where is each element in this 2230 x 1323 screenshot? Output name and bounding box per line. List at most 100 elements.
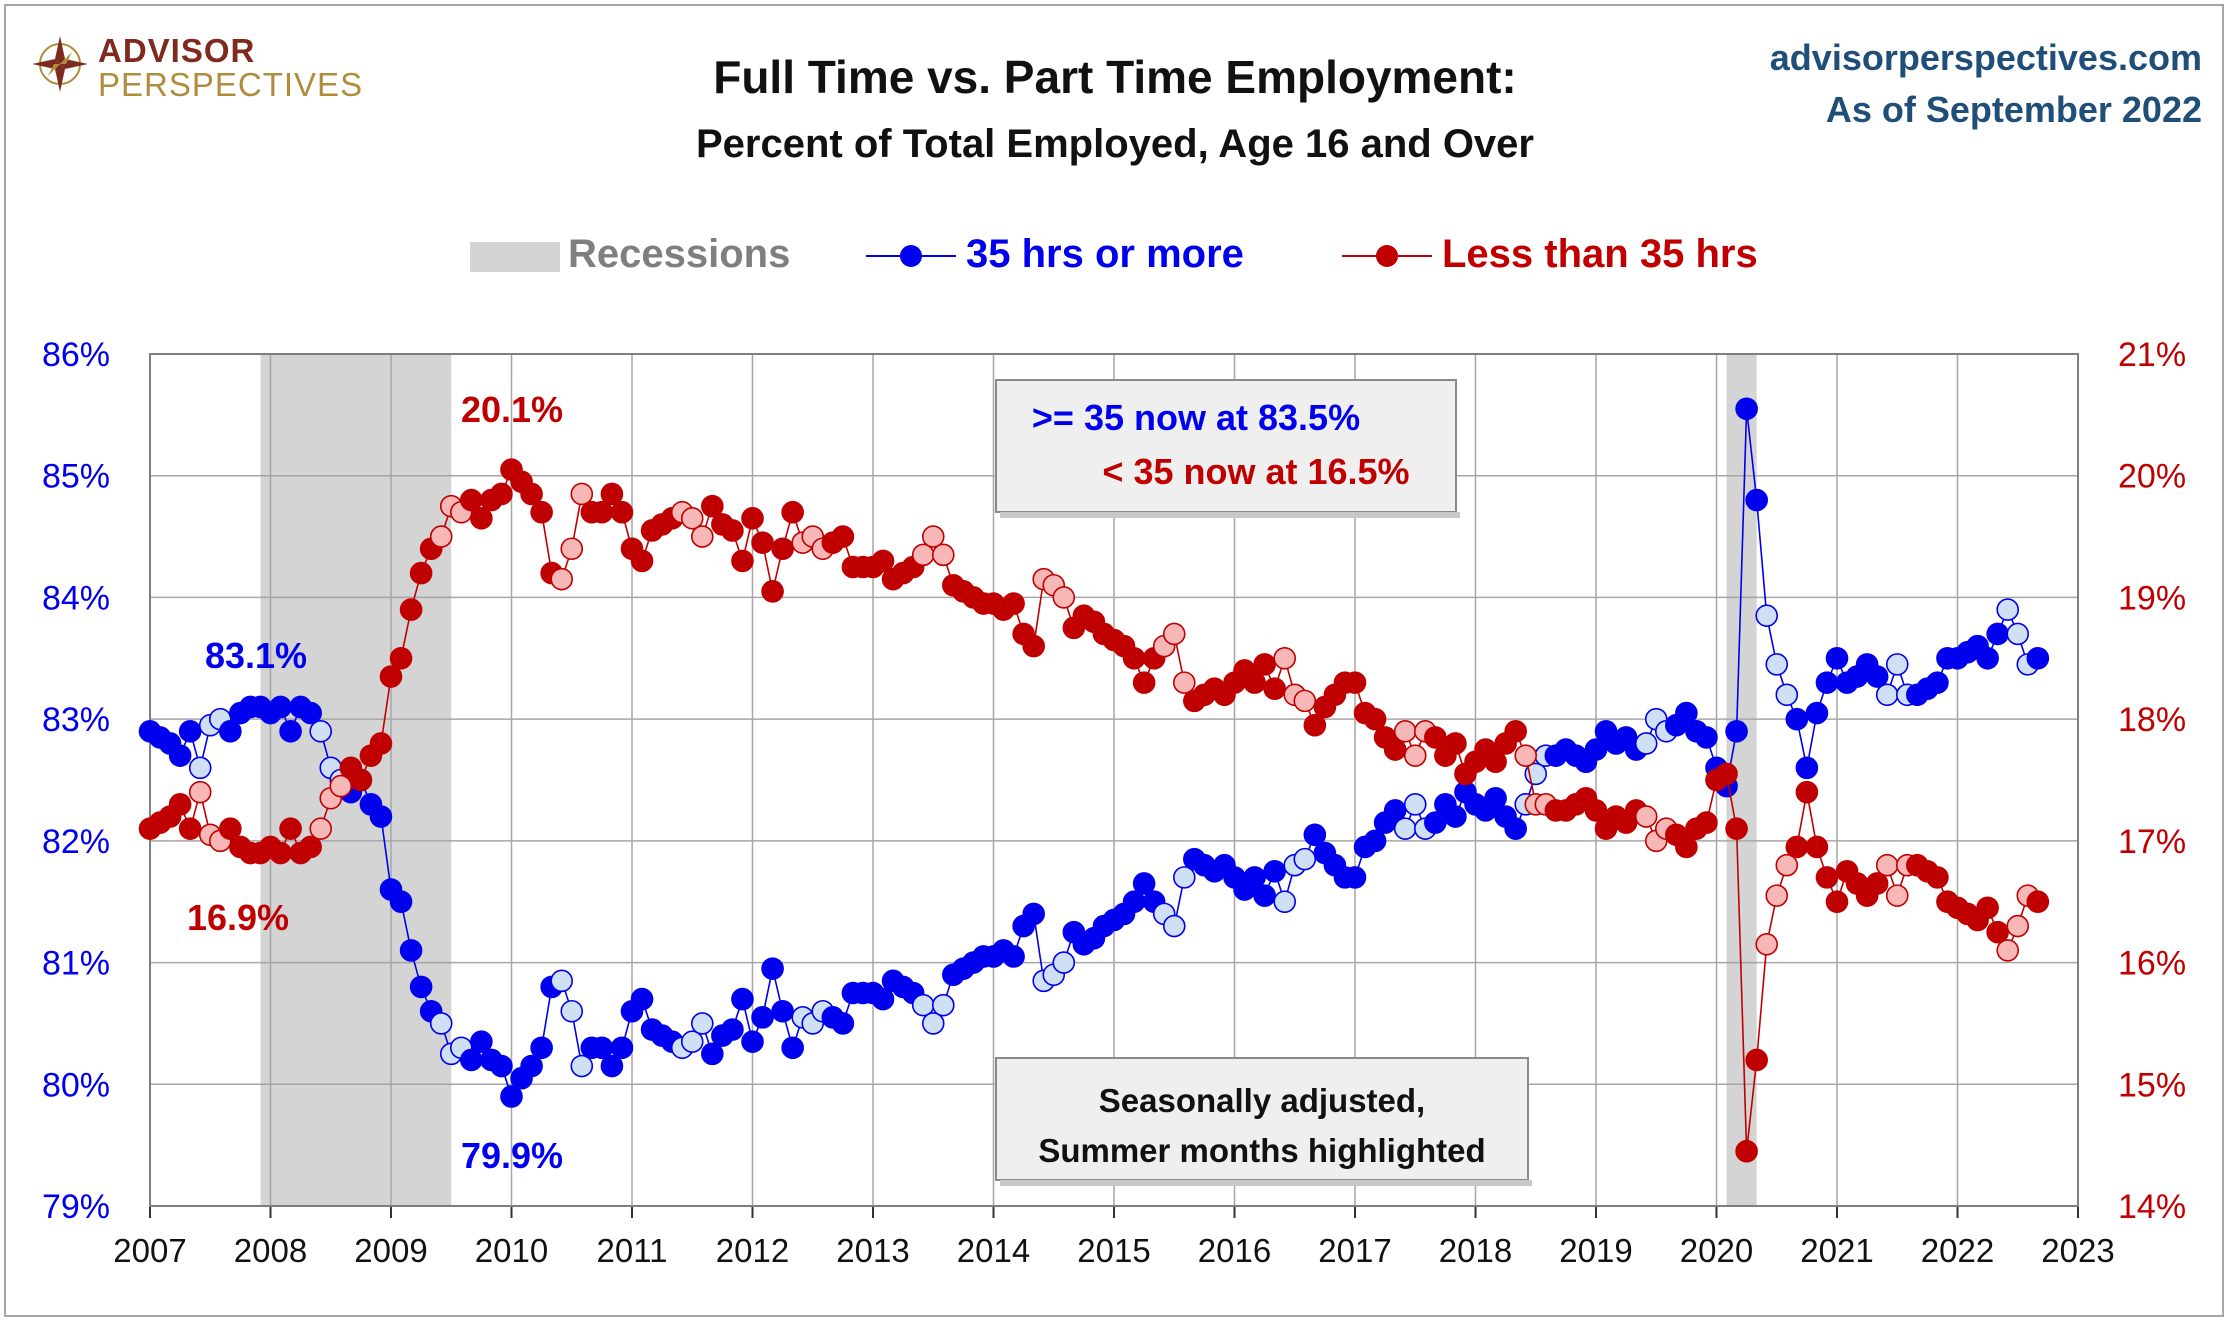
legend-full-time-label: 35 hrs or more bbox=[966, 232, 1244, 276]
full-time-point bbox=[409, 975, 433, 999]
logo-text-bottom: PERSPECTIVES bbox=[98, 66, 364, 103]
x-tick-label: 2009 bbox=[354, 1232, 427, 1269]
part-time-point bbox=[1122, 646, 1146, 670]
part-time-point bbox=[1765, 884, 1789, 907]
part-time-point bbox=[1825, 890, 1849, 914]
part-time-point bbox=[701, 494, 724, 518]
x-tick-label: 2018 bbox=[1439, 1232, 1512, 1269]
part-time-point bbox=[871, 549, 895, 573]
x-tick-label: 2008 bbox=[234, 1232, 307, 1269]
part-time-point bbox=[1243, 671, 1266, 694]
x-tick-label: 2014 bbox=[957, 1232, 1030, 1269]
part-time-point bbox=[1775, 853, 1799, 877]
full-time-point bbox=[369, 805, 393, 828]
part-time-point bbox=[2026, 890, 2050, 914]
full-time-point bbox=[530, 1036, 553, 1060]
full-time-point bbox=[1424, 811, 1447, 834]
annotation-full-time-now: >= 35 now at 83.5% bbox=[1032, 397, 1360, 438]
y-right-tick-label: 20% bbox=[2118, 458, 2186, 496]
part-time-point bbox=[1273, 646, 1297, 670]
part-time-point bbox=[178, 817, 202, 840]
part-time-point bbox=[1403, 744, 1427, 767]
full-time-point bbox=[701, 1042, 724, 1066]
part-time-point bbox=[1514, 744, 1538, 767]
part-time-point bbox=[741, 507, 764, 530]
part-time-point bbox=[1725, 817, 1748, 840]
y-left-tick-label: 79% bbox=[42, 1188, 110, 1226]
part-time-point bbox=[1444, 732, 1467, 755]
y-right-tick-label: 17% bbox=[2118, 823, 2186, 861]
full-time-point bbox=[1976, 646, 1999, 670]
part-time-point bbox=[1634, 805, 1658, 828]
full-time-point bbox=[1775, 683, 1799, 707]
full-time-point bbox=[680, 1030, 704, 1053]
full-time-point bbox=[600, 1054, 624, 1078]
full-time-point bbox=[1865, 665, 1889, 688]
full-time-point bbox=[1263, 859, 1286, 883]
full-time-point bbox=[761, 957, 784, 980]
part-time-point bbox=[1815, 866, 1839, 889]
part-time-point bbox=[560, 537, 584, 561]
full-time-point bbox=[1584, 738, 1608, 761]
part-time-point bbox=[781, 500, 804, 524]
full-time-point bbox=[500, 1085, 523, 1108]
part-time-point bbox=[168, 793, 192, 816]
part-time-point bbox=[1363, 707, 1387, 731]
part-time-point bbox=[490, 482, 513, 506]
full-time-point bbox=[1725, 720, 1748, 743]
part-time-point bbox=[1976, 896, 1999, 920]
legend-recessions-label: Recessions bbox=[568, 232, 791, 276]
logo-text-top: ADVISOR bbox=[98, 32, 256, 69]
part-time-point bbox=[731, 549, 754, 573]
x-tick-label: 2020 bbox=[1680, 1232, 1753, 1269]
full-time-point bbox=[1695, 726, 1718, 749]
full-time-point bbox=[741, 1030, 764, 1053]
annotation-part-time-now: < 35 now at 16.5% bbox=[1102, 451, 1409, 492]
full-time-point bbox=[1343, 866, 1367, 889]
part-time-point bbox=[690, 525, 714, 548]
part-time-point bbox=[188, 780, 212, 804]
part-time-point bbox=[329, 774, 353, 798]
y-right-tick-label: 16% bbox=[2118, 945, 2186, 983]
full-time-point bbox=[560, 999, 584, 1023]
full-time-point bbox=[570, 1054, 594, 1078]
x-tick-label: 2021 bbox=[1800, 1232, 1873, 1269]
full-time-point bbox=[389, 890, 413, 914]
legend-recessions-swatch bbox=[470, 240, 560, 272]
full-time-point bbox=[1444, 805, 1467, 828]
part-time-point bbox=[409, 561, 433, 585]
annotation-box-current: >= 35 now at 83.5% < 35 now at 16.5% bbox=[995, 379, 1460, 518]
full-time-point bbox=[1022, 902, 1045, 926]
full-time-point bbox=[309, 720, 333, 743]
label-part-time-peak: 20.1% bbox=[461, 389, 563, 430]
part-time-point bbox=[1885, 884, 1909, 907]
part-time-point bbox=[279, 817, 302, 840]
part-time-point bbox=[1383, 738, 1407, 761]
part-time-point bbox=[389, 646, 413, 670]
full-time-point bbox=[1675, 701, 1698, 725]
full-time-point bbox=[721, 1018, 744, 1041]
full-time-point bbox=[921, 1012, 945, 1035]
part-time-point bbox=[1675, 835, 1698, 859]
full-time-point bbox=[1785, 707, 1809, 731]
part-time-point bbox=[1986, 920, 2009, 944]
full-time-point bbox=[1735, 397, 1758, 421]
x-tick-label: 2017 bbox=[1318, 1232, 1391, 1269]
part-time-point bbox=[680, 507, 704, 530]
full-time-point bbox=[1875, 683, 1899, 707]
compass-rose-icon bbox=[32, 36, 88, 92]
plot-border bbox=[149, 353, 2079, 1207]
full-time-point bbox=[630, 987, 654, 1011]
full-time-point bbox=[178, 720, 202, 743]
advisor-perspectives-logo: ADVISOR PERSPECTIVES bbox=[28, 28, 362, 103]
y-left-tick-label: 81% bbox=[42, 945, 110, 983]
part-time-point bbox=[570, 482, 594, 506]
site-name: advisorperspectives.com bbox=[1769, 37, 2202, 78]
full-time-point bbox=[1815, 671, 1839, 694]
part-time-point bbox=[751, 531, 774, 554]
y-left-tick-label: 84% bbox=[42, 579, 110, 617]
annotation-seasonal-note: Seasonally adjusted, bbox=[1099, 1082, 1425, 1119]
y-left-tick-label: 82% bbox=[42, 823, 110, 861]
full-time-point bbox=[1132, 872, 1156, 895]
